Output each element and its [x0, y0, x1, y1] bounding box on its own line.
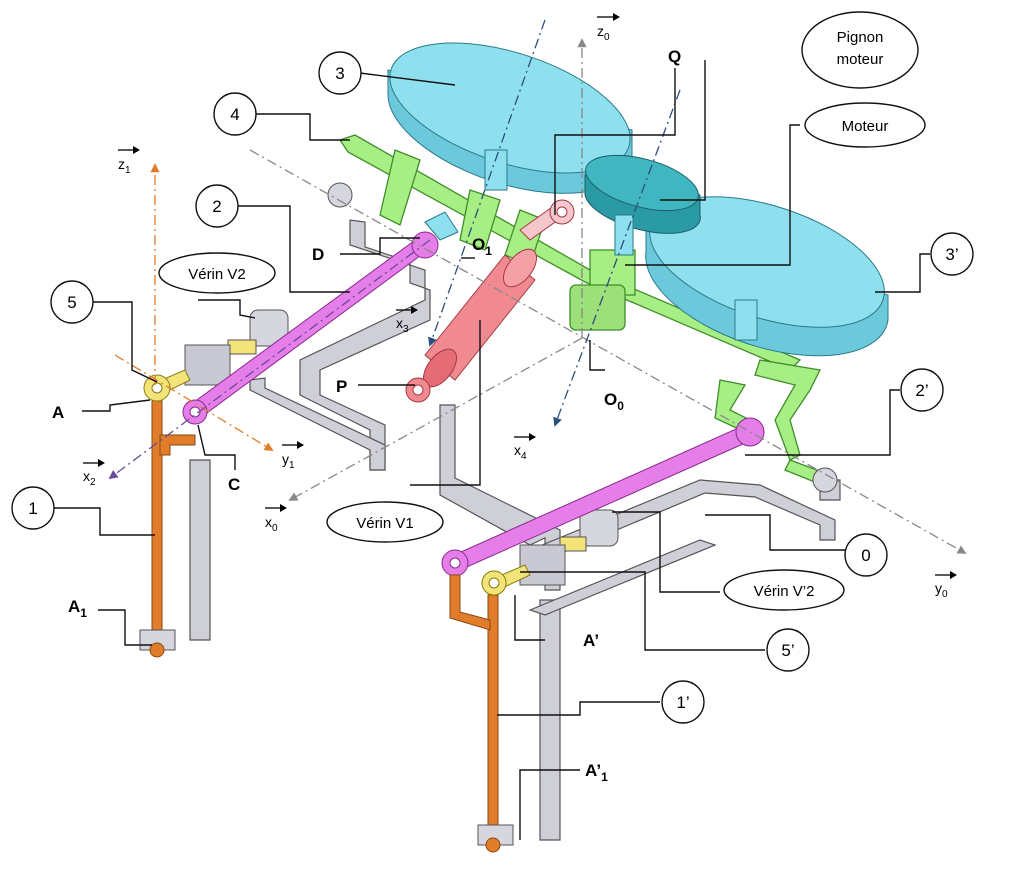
axis-x2-label: x2: [83, 459, 105, 488]
point-p: P: [336, 377, 347, 396]
axis-y0-label: y0: [935, 571, 957, 600]
rod-2-prime: [441, 417, 765, 577]
axis-x0-label: x0: [265, 504, 287, 534]
point-d: D: [312, 245, 324, 264]
callout-verin-v2: Vérin V2: [188, 266, 246, 283]
svg-text:y1: y1: [282, 451, 295, 471]
point-a: A: [52, 403, 64, 422]
numbered-callouts: 3 4 2 5 1 3’ 2’ 0 5’ 1’: [11, 51, 974, 724]
svg-text:x4: x4: [514, 442, 527, 462]
point-a1: A1: [68, 597, 87, 620]
point-a-prime: A’: [583, 631, 599, 650]
svg-text:y0: y0: [935, 580, 948, 600]
point-q: Q: [668, 47, 681, 66]
disc-3: [387, 42, 633, 194]
callout-verin-v2-prime: Vérin V’2: [754, 583, 815, 600]
axis-o1-line: [428, 19, 546, 347]
point-labels: Q D O1 P O0 A C A1 A’ A’1: [52, 47, 681, 784]
axis-x3-label: x3: [396, 306, 418, 335]
point-a-prime-1: A’1: [585, 761, 608, 784]
callout-3: 3: [335, 64, 344, 83]
svg-text:z1: z1: [118, 156, 131, 176]
callout-1: 1: [28, 499, 37, 518]
name-callouts: Pignon moteur Moteur Vérin V2 Vérin V1 V…: [158, 11, 926, 611]
callout-4: 4: [230, 105, 239, 124]
shaft-ends: [327, 182, 838, 493]
axis-x2-line: [108, 239, 431, 480]
callout-2: 2: [212, 197, 221, 216]
callout-5-prime: 5’: [781, 641, 794, 660]
callout-pignon-line2: moteur: [837, 51, 884, 68]
axis-lines: [108, 19, 967, 554]
axis-labels: z0 z1 x3 y1 x2 x0 x4 y0: [83, 13, 957, 600]
svg-text:z0: z0: [597, 23, 610, 43]
disc-3-prime: [645, 196, 889, 357]
leader-lines: [50, 60, 930, 840]
leg-1: [139, 394, 196, 658]
link-5: [143, 369, 191, 402]
svg-text:x3: x3: [396, 315, 409, 335]
callout-3-prime: 3’: [945, 245, 958, 264]
callout-5: 5: [67, 293, 76, 312]
callout-moteur: Moteur: [842, 118, 889, 135]
callout-0: 0: [861, 546, 870, 565]
verin-v2-prime-body: [519, 509, 619, 586]
link-d-bracket: [424, 211, 459, 241]
axis-z0-label: z0: [597, 13, 620, 43]
svg-text:x0: x0: [265, 514, 278, 534]
axis-y1-label: y1: [282, 441, 304, 471]
callout-pignon-line1: Pignon: [837, 29, 884, 46]
svg-text:x2: x2: [83, 468, 96, 488]
axis-x0-line: [288, 337, 583, 501]
point-c: C: [228, 475, 240, 494]
callout-1-prime: 1’: [676, 693, 689, 712]
leg-1-prime: [449, 574, 514, 853]
callout-verin-v1: Vérin V1: [356, 515, 414, 532]
axis-z1-label: z1: [118, 146, 140, 176]
link-5-prime: [481, 564, 531, 596]
verin-v2-body: [184, 309, 289, 386]
point-o1: O1: [472, 235, 492, 258]
axis-y0-line: [249, 149, 967, 554]
callout-2-prime: 2’: [915, 381, 928, 400]
axis-x4-label: x4: [514, 433, 536, 462]
motor: [584, 154, 701, 256]
verin-v1: [405, 199, 575, 403]
point-o0: O0: [604, 390, 624, 413]
